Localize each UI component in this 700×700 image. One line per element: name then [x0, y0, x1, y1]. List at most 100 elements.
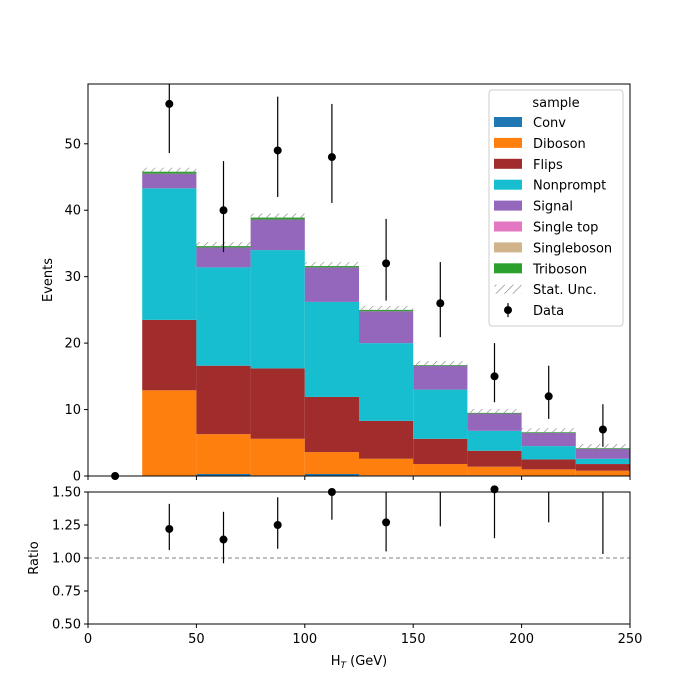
bar-flips-bin-2 — [196, 365, 251, 435]
bar-nonprompt-bin-6 — [413, 389, 468, 439]
bar-flips-bin-6 — [413, 438, 468, 465]
data-point-1 — [165, 99, 174, 108]
legend-swatch-single-top — [494, 221, 522, 232]
main-y-tick-label-0: 0 — [73, 470, 81, 485]
ratio-point-2 — [273, 521, 282, 529]
bar-flips-bin-7 — [467, 450, 522, 467]
legend-swatch-signal — [494, 200, 522, 211]
ratio-point-6 — [490, 485, 499, 494]
data-point-3 — [273, 146, 282, 155]
x-tick-label-100: 100 — [292, 632, 317, 647]
legend-label-conv: Conv — [533, 116, 566, 131]
ratio-x-ticks: 0 50 100 150 200 250 — [84, 624, 643, 647]
ratio-point-1 — [219, 535, 228, 544]
bar-nonprompt-bin-9 — [575, 458, 630, 465]
bar-diboson-bin-1 — [142, 390, 197, 476]
data-point-8 — [544, 392, 553, 401]
legend-swatch-data — [504, 306, 512, 315]
legend-swatch-triboson — [494, 263, 522, 274]
bar-signal-bin-2 — [196, 247, 251, 268]
main-y-axis-label: Events — [41, 258, 56, 302]
uncertainty-hatch-bin-3 — [250, 213, 305, 222]
bar-nonprompt-bin-2 — [196, 267, 251, 366]
bar-diboson-bin-4 — [304, 452, 359, 475]
ratio-y-tick-label-4: 1.50 — [52, 486, 81, 501]
stacked-histogram — [142, 171, 630, 476]
ratio-y-tick-label-3: 1.25 — [52, 519, 81, 534]
legend-swatch-conv — [494, 117, 522, 127]
bar-flips-bin-4 — [304, 396, 359, 453]
bar-signal-bin-8 — [521, 432, 576, 447]
ratio-panel: 0.50 0.75 1.00 1.25 1.50 0 50 100 150 200 250 Rat… — [27, 485, 642, 671]
ratio-point-0 — [165, 524, 174, 533]
bar-nonprompt-bin-5 — [359, 343, 414, 421]
legend-title: sample — [532, 96, 579, 111]
x-tick-label-200: 200 — [509, 632, 534, 647]
bar-signal-bin-1 — [142, 173, 197, 189]
bar-nonprompt-bin-1 — [142, 188, 197, 320]
legend-swatch-nonprompt — [494, 179, 522, 190]
bar-nonprompt-bin-4 — [304, 301, 359, 397]
legend-label-triboson: Triboson — [532, 262, 587, 277]
main-y-ticks: 0 10 20 30 40 50 — [64, 137, 88, 485]
bar-diboson-bin-7 — [467, 466, 522, 476]
bar-signal-bin-7 — [467, 413, 522, 431]
uncertainty-hatch-bin-1 — [142, 167, 197, 176]
legend-label-flips: Flips — [533, 158, 563, 173]
ratio-y-tick-label-2: 1.00 — [52, 552, 81, 567]
main-y-tick-label-10: 10 — [64, 403, 81, 418]
x-axis-label: HT (GeV) — [331, 654, 388, 671]
legend-label-signal: Signal — [533, 200, 573, 215]
bar-signal-bin-6 — [413, 365, 468, 390]
x-tick-label-250: 250 — [618, 632, 643, 647]
legend-swatch-flips — [494, 158, 522, 169]
uncertainty-hatch-bin-9 — [575, 444, 630, 453]
legend-label-stat-unc: Stat. Unc. — [533, 283, 597, 298]
bar-signal-bin-3 — [250, 219, 305, 251]
bar-conv-bin-2 — [196, 474, 251, 476]
bar-diboson-bin-9 — [575, 470, 630, 476]
uncertainty-hatch-bin-5 — [359, 305, 414, 314]
bar-nonprompt-bin-8 — [521, 446, 576, 460]
data-point-4 — [327, 153, 336, 162]
x-axis-label-unit: (GeV) — [346, 654, 387, 669]
main-x-ticks — [87, 476, 631, 480]
bar-diboson-bin-5 — [359, 458, 414, 476]
bar-diboson-bin-3 — [250, 438, 305, 476]
bar-diboson-bin-8 — [521, 469, 576, 476]
legend: sample Conv Diboson Flips Nonprompt Signal Si… — [488, 89, 624, 327]
legend-label-diboson: Diboson — [533, 137, 586, 152]
legend-label-singleboson: Singleboson — [533, 241, 612, 256]
bar-nonprompt-bin-7 — [467, 430, 522, 451]
bar-signal-bin-5 — [359, 311, 414, 344]
ratio-y-ticks: 0.50 0.75 1.00 1.25 1.50 — [52, 486, 88, 633]
data-point-6 — [436, 299, 445, 308]
bar-diboson-bin-6 — [413, 464, 468, 476]
legend-swatch-singleboson — [494, 242, 522, 253]
ratio-y-tick-label-1: 0.75 — [52, 585, 81, 600]
x-tick-label-0: 0 — [84, 632, 92, 647]
main-y-tick-label-30: 30 — [64, 270, 81, 285]
ratio-y-axis-label: Ratio — [27, 541, 42, 574]
main-y-tick-label-40: 40 — [64, 204, 81, 219]
uncertainty-hatch-bin-7 — [467, 408, 522, 417]
data-point-9 — [598, 425, 607, 434]
bar-nonprompt-bin-3 — [250, 250, 305, 369]
legend-items: Conv Diboson Flips Nonprompt Signal Single to… — [493, 116, 612, 319]
data-points — [111, 84, 607, 480]
bar-flips-bin-1 — [142, 319, 197, 391]
data-point-5 — [382, 259, 391, 268]
main-axes-frame — [87, 83, 631, 477]
x-tick-label-150: 150 — [401, 632, 426, 647]
uncertainty-hatch-bin-4 — [304, 262, 359, 271]
legend-swatch-diboson — [494, 137, 522, 148]
bar-conv-bin-4 — [304, 474, 359, 476]
ratio-y-tick-label-0: 0.50 — [52, 618, 81, 633]
main-y-tick-label-20: 20 — [64, 337, 81, 352]
main-panel: 0 10 20 30 40 50 Events sample Conv Diboson Fli… — [41, 83, 631, 485]
uncertainty-hatch-bin-6 — [413, 361, 468, 370]
legend-label-nonprompt: Nonprompt — [533, 179, 606, 194]
uncertainty-hatch-bin-8 — [521, 428, 576, 437]
x-tick-label-50: 50 — [188, 632, 205, 647]
